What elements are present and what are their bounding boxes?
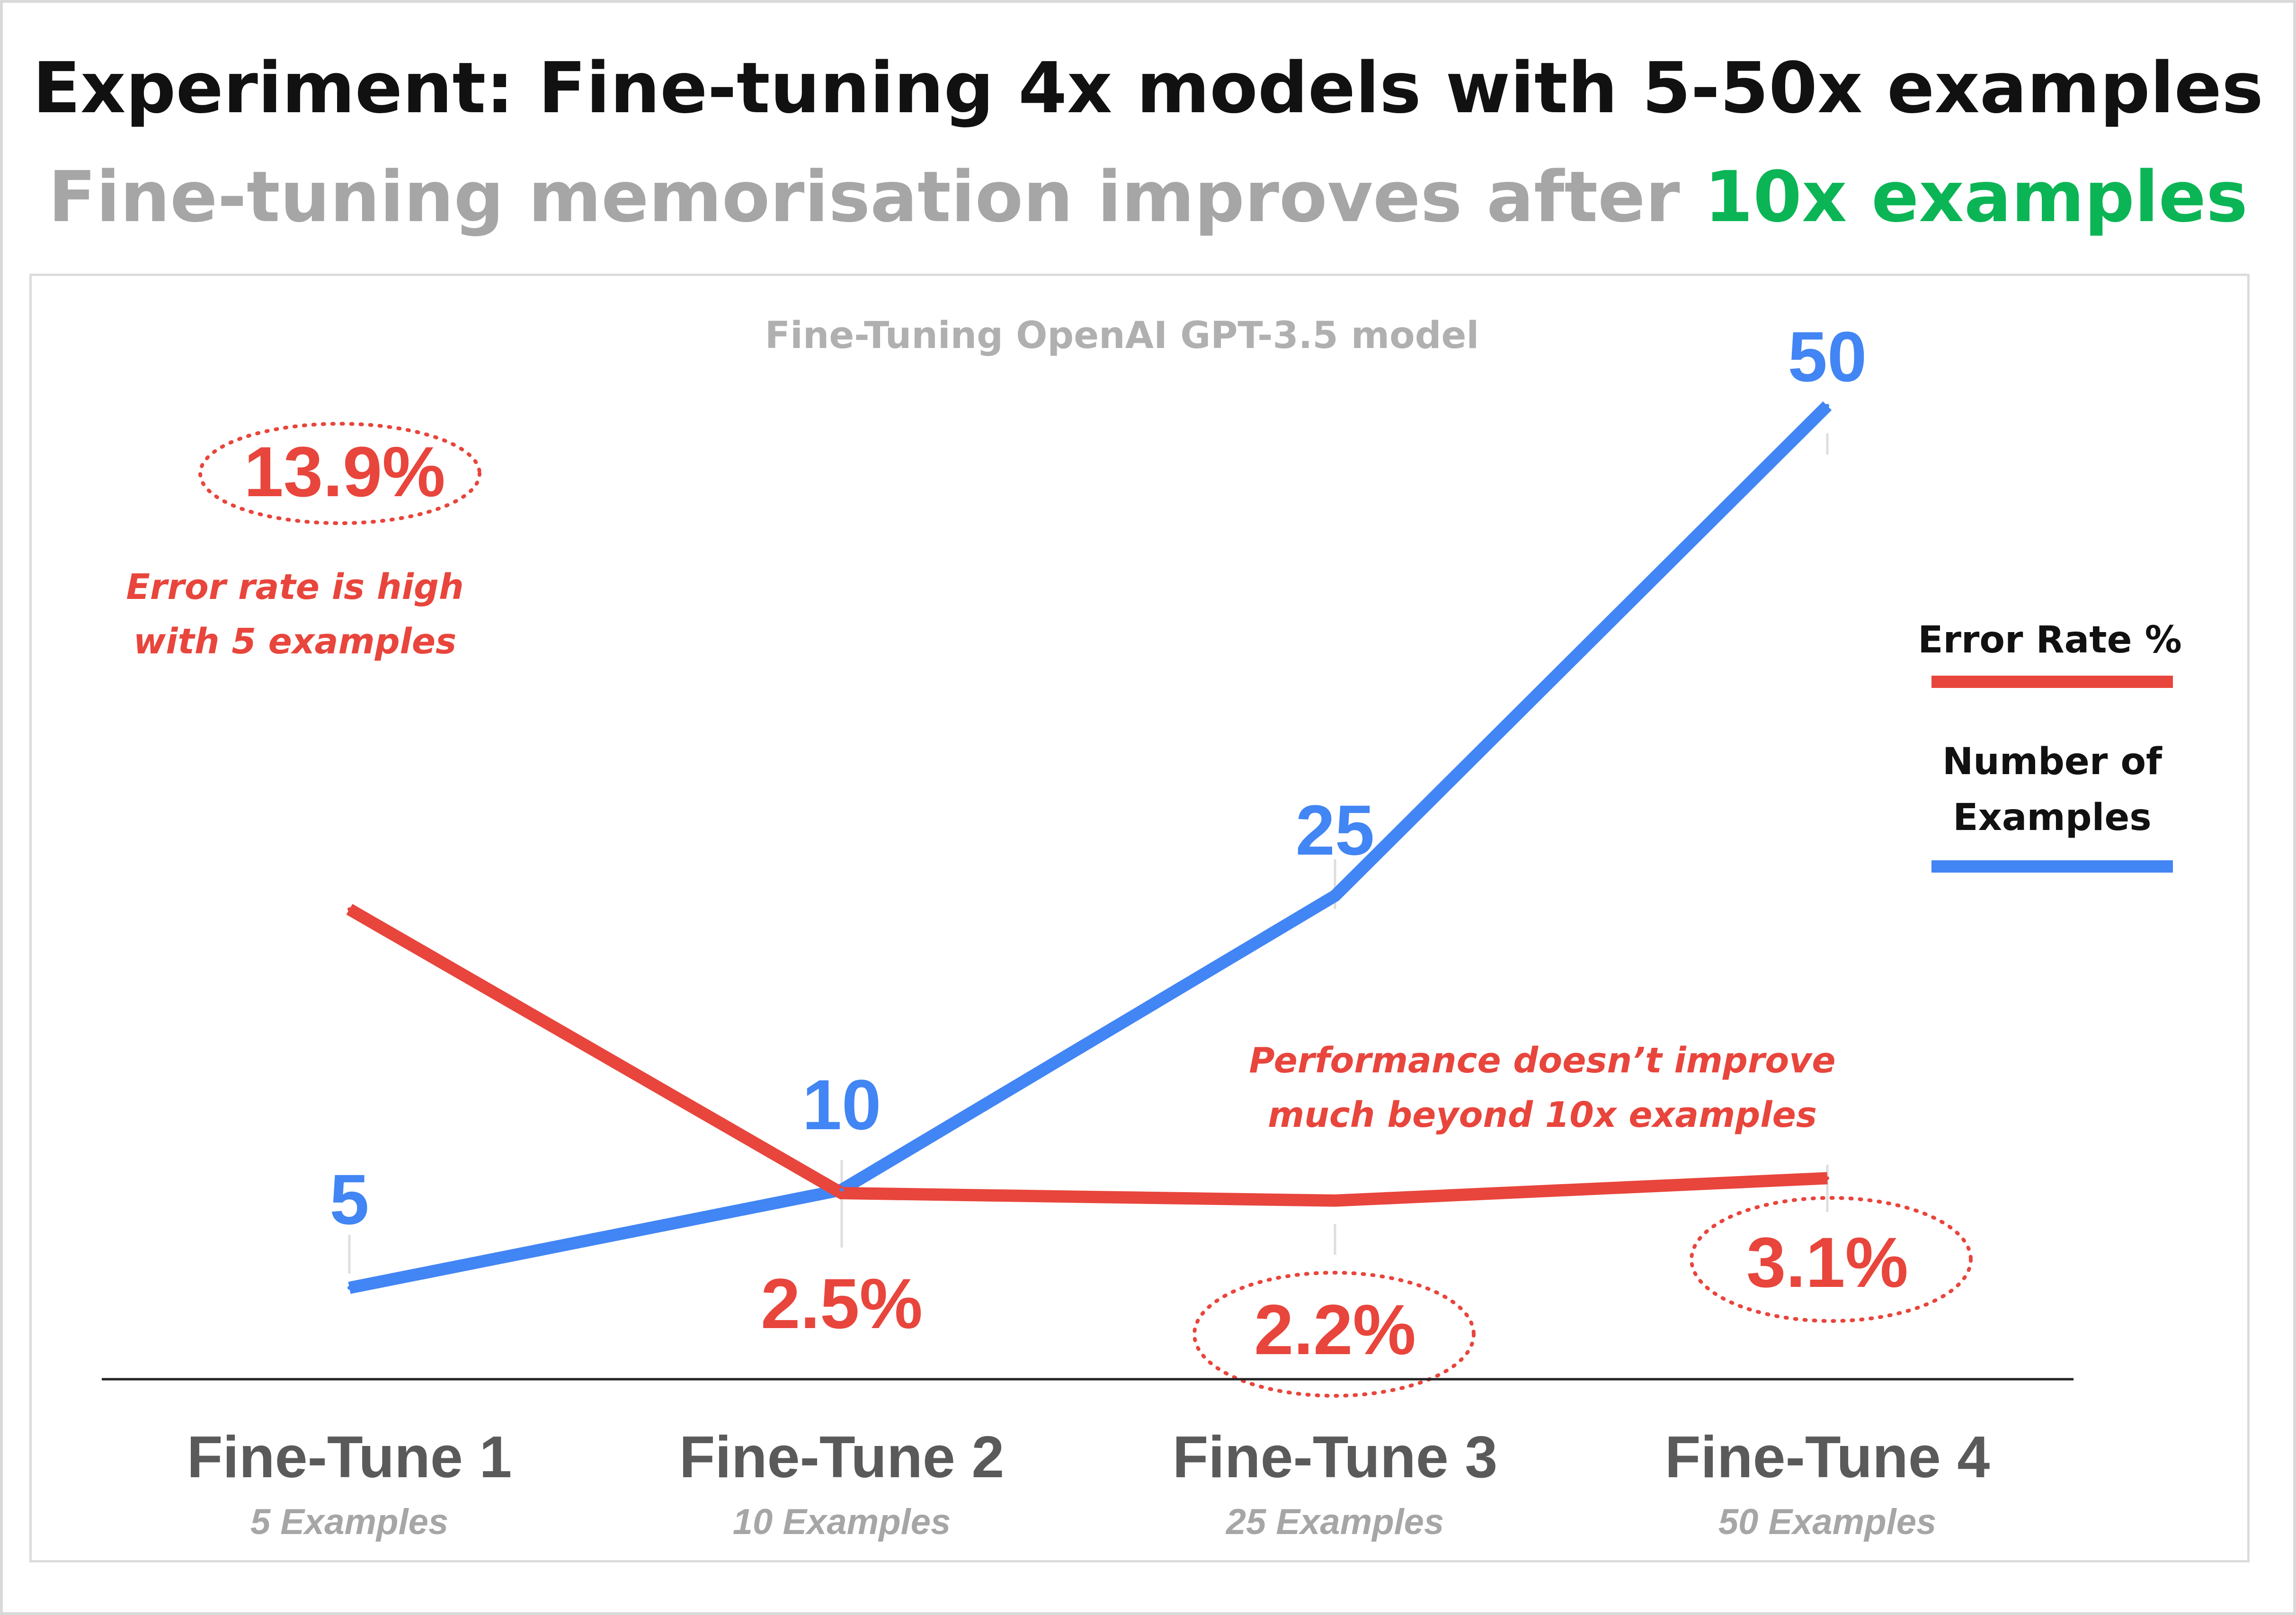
examples-value-label: 50 bbox=[1788, 317, 1867, 396]
examples-point bbox=[1825, 404, 1829, 408]
annotation-text: Error rate is high with 5 examples bbox=[126, 567, 463, 662]
examples-value-label: 5 bbox=[329, 1160, 369, 1239]
error-rate-point bbox=[347, 907, 351, 911]
chart-inner-title: Fine-Tuning OpenAI GPT-3.5 model bbox=[765, 314, 1479, 357]
x-tick-label: Fine-Tune 2 bbox=[679, 1425, 1005, 1490]
legend-label-line: Examples bbox=[1953, 796, 2151, 839]
examples-value-label: 25 bbox=[1296, 790, 1375, 870]
error-rate-point bbox=[1825, 1176, 1829, 1180]
examples-point bbox=[1333, 894, 1337, 898]
series-line-examples bbox=[348, 401, 1832, 1294]
error-rate-point bbox=[840, 1191, 844, 1195]
examples-point bbox=[840, 1188, 844, 1192]
annotation-text: Performance doesn’t improve much beyond 1… bbox=[1249, 1040, 1835, 1135]
legend-label-line: Number of bbox=[1942, 741, 2163, 783]
legend-label-examples: Number of Examples bbox=[1942, 741, 2163, 839]
legend-label-error-rate: Error Rate % bbox=[1918, 619, 2182, 661]
error-rate-point bbox=[1333, 1198, 1337, 1203]
chart-panel bbox=[29, 274, 2250, 1562]
x-tick-sublabel: 50 Examples bbox=[1718, 1502, 1937, 1542]
annotation-line: much beyond 10x examples bbox=[1268, 1095, 1817, 1135]
annotation-line: Error rate is high bbox=[126, 567, 463, 607]
value-highlight-circle bbox=[198, 422, 481, 525]
chart-subtitle: Fine-tuning memorisation improves after … bbox=[0, 156, 2296, 238]
error-rate-value-label: 13.9% bbox=[244, 432, 445, 511]
error-rate-value-label: 2.2% bbox=[1254, 1290, 1416, 1369]
chart-title: Experiment: Fine-tuning 4x models with 5… bbox=[32, 47, 2264, 129]
value-highlight-circle bbox=[1192, 1271, 1476, 1398]
x-tick-label: Fine-Tune 3 bbox=[1173, 1425, 1498, 1490]
subtitle-prefix: Fine-tuning memorisation improves after bbox=[48, 156, 1705, 238]
annotation-line: Performance doesn’t improve bbox=[1249, 1040, 1835, 1081]
x-tick-sublabel: 5 Examples bbox=[250, 1502, 448, 1542]
subtitle-highlight: 10x examples bbox=[1704, 156, 2248, 238]
error-rate-value-label: 3.1% bbox=[1746, 1222, 1908, 1302]
annotation-line: with 5 examples bbox=[133, 621, 456, 662]
x-tick-sublabel: 10 Examples bbox=[733, 1502, 951, 1542]
x-tick-label: Fine-Tune 1 bbox=[187, 1425, 512, 1490]
examples-point bbox=[347, 1286, 351, 1290]
series-line-error-rate bbox=[346, 904, 1828, 1207]
x-tick-sublabel: 25 Examples bbox=[1225, 1502, 1444, 1542]
x-tick-label: Fine-Tune 4 bbox=[1665, 1425, 1990, 1490]
examples-value-label: 10 bbox=[802, 1065, 881, 1144]
error-rate-value-label: 2.5% bbox=[761, 1264, 923, 1343]
value-highlight-circle bbox=[1690, 1196, 1973, 1323]
